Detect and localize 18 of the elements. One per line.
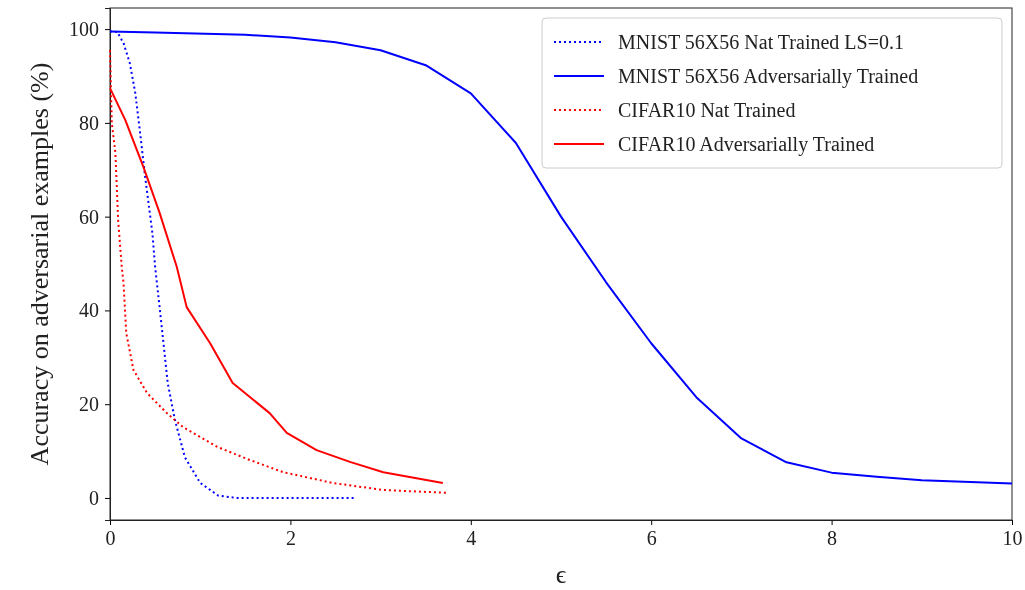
x-tick-label: 6: [646, 527, 657, 550]
y-tick-label: 60: [79, 205, 99, 228]
legend-label: MNIST 56X56 Adversarially Trained: [618, 65, 919, 88]
x-tick-label: 10: [1002, 527, 1023, 550]
y-tick-label: 40: [79, 299, 99, 322]
x-tick-label: 2: [285, 527, 296, 550]
y-tick-label: 80: [79, 111, 99, 134]
x-tick-label: 0: [105, 527, 116, 550]
y-tick-label: 100: [69, 18, 99, 40]
x-tick-label: 8: [827, 527, 838, 550]
x-tick-label: 4: [466, 527, 477, 550]
y-tick-label: 0: [89, 486, 99, 509]
x-axis-title: ϵ: [555, 560, 567, 589]
legend-label: MNIST 56X56 Nat Trained LS=0.1: [618, 31, 904, 53]
legend-label: CIFAR10 Adversarially Trained: [618, 133, 875, 156]
legend-label: CIFAR10 Nat Trained: [618, 99, 796, 121]
y-tick-label: 20: [79, 393, 99, 416]
y-axis-title: Accuracy on adversarial examples (%): [25, 62, 54, 466]
